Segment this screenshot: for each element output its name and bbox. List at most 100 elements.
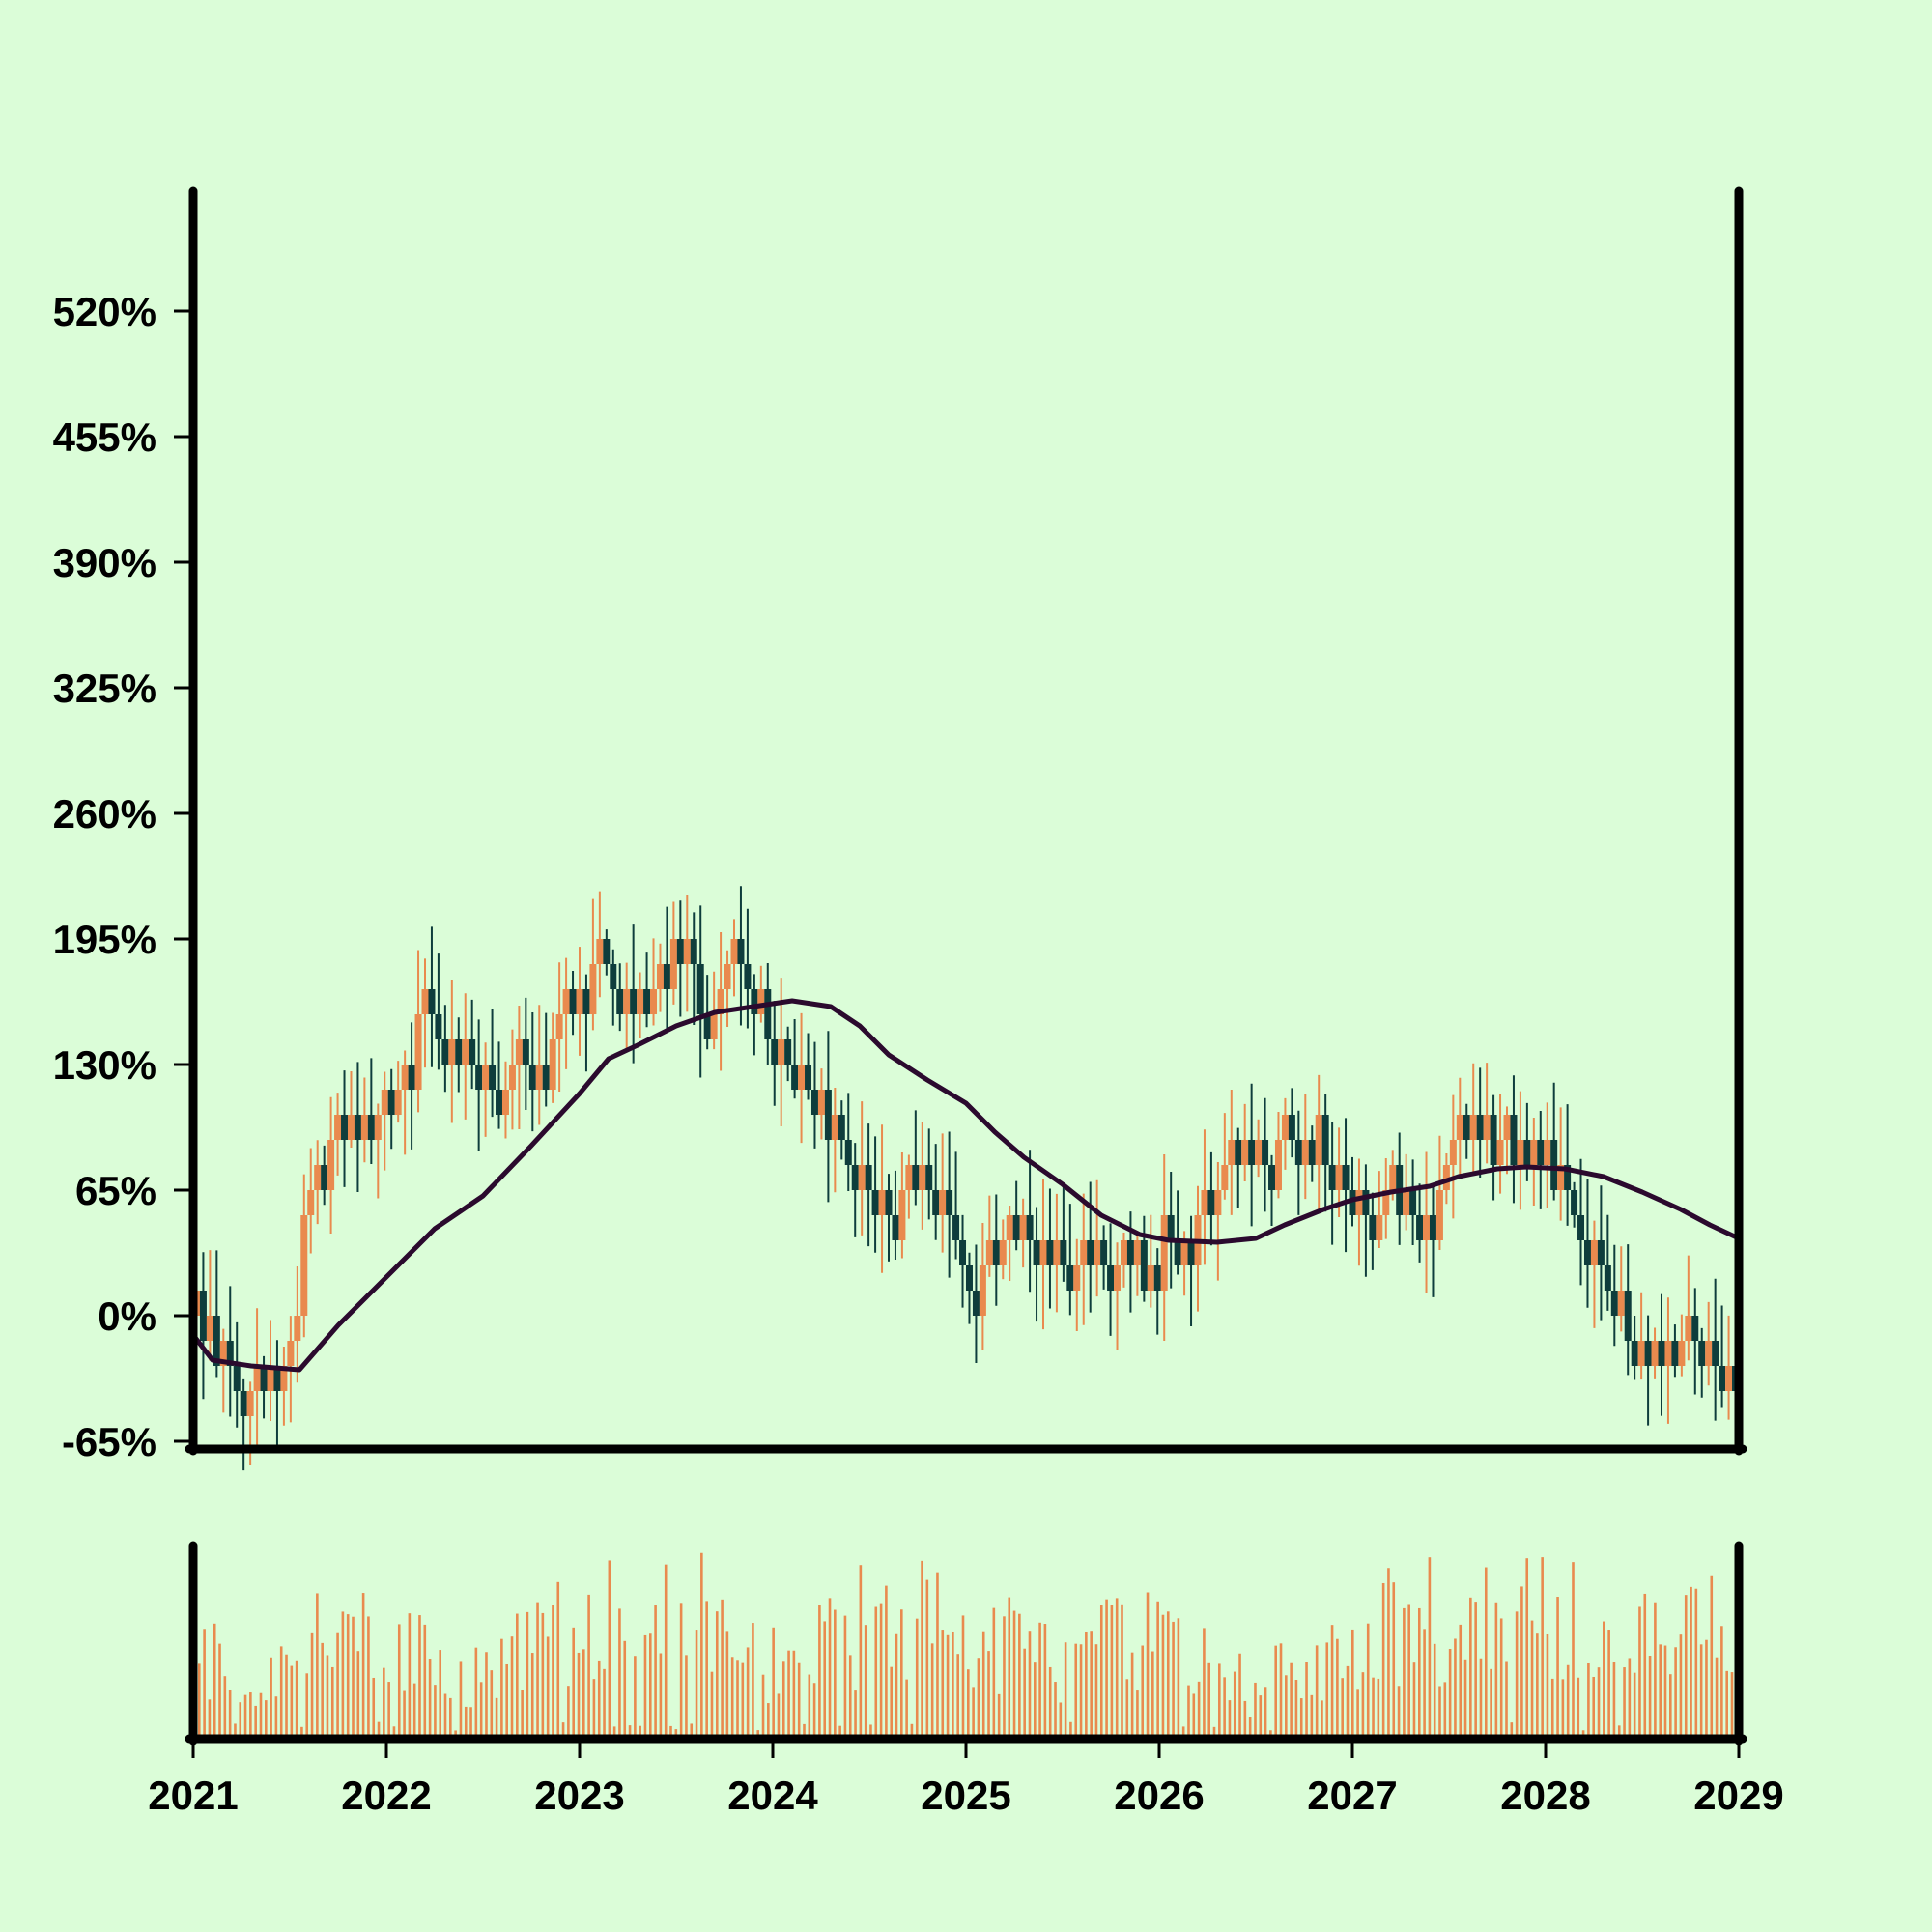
volume-bar — [669, 1725, 672, 1735]
volume-bar — [1074, 1643, 1078, 1735]
candle-body — [1066, 1265, 1074, 1291]
volume-bar — [756, 1730, 760, 1735]
volume-bar — [961, 1615, 965, 1735]
candle-body — [1342, 1165, 1350, 1190]
volume-bar — [1048, 1666, 1052, 1735]
candle-body — [1463, 1115, 1470, 1140]
volume-bar — [561, 1722, 565, 1735]
volume-bar — [1090, 1631, 1093, 1735]
candle-body — [1228, 1140, 1236, 1165]
candle-body — [1321, 1115, 1329, 1165]
volume-bar — [900, 1609, 903, 1735]
volume-bar — [992, 1607, 996, 1735]
volume-bar — [725, 1631, 729, 1735]
volume-bar — [1572, 1562, 1575, 1735]
candle-body — [1147, 1265, 1154, 1291]
volume-bar — [1699, 1644, 1703, 1735]
volume-bar — [1454, 1638, 1457, 1735]
volume-bar — [1546, 1634, 1549, 1735]
volume-bar — [936, 1572, 939, 1735]
y-tick-label: 520% — [53, 289, 156, 334]
volume-bar — [1094, 1644, 1098, 1735]
volume-bar — [685, 1655, 688, 1735]
candle-body — [858, 1165, 866, 1190]
candle-body — [676, 939, 684, 964]
y-axis: -65% 0% 65% 130% 195% 260% 325% 390% 455% 520% — [53, 289, 191, 1464]
volume-bar — [279, 1646, 283, 1735]
volume-bar — [1018, 1613, 1021, 1735]
candle-body — [798, 1065, 806, 1090]
candle-body — [1416, 1215, 1424, 1240]
volume-bar — [536, 1602, 539, 1735]
volume-bar — [208, 1699, 212, 1735]
y-tick-label: 130% — [53, 1042, 156, 1088]
volume-bar — [434, 1685, 437, 1735]
volume-bar — [249, 1692, 252, 1735]
candle-body — [637, 989, 644, 1014]
candle-body — [669, 939, 677, 989]
volume-bar — [1633, 1672, 1636, 1735]
candle-body — [1060, 1240, 1067, 1265]
volume-bar — [1654, 1602, 1657, 1735]
volume-bar — [1085, 1631, 1088, 1735]
candle-body — [1026, 1215, 1034, 1240]
candle-body — [1590, 1240, 1598, 1265]
volume-bar — [890, 1666, 893, 1735]
candle-body — [441, 1039, 449, 1065]
candle-body — [764, 989, 772, 1039]
volume-bar — [818, 1605, 821, 1735]
volume-bar — [1064, 1642, 1067, 1735]
volume-bar — [608, 1560, 611, 1735]
candle-body — [603, 939, 611, 964]
volume-bar — [1264, 1687, 1267, 1735]
y-tick-label: -65% — [62, 1419, 156, 1464]
volume-bar — [1550, 1678, 1554, 1735]
volume-bar — [781, 1661, 785, 1735]
candle-body — [610, 964, 617, 989]
x-axis: 2021 2022 2023 2024 2025 2026 2027 2028 2029 — [148, 1739, 1784, 1818]
candle-body — [1376, 1215, 1383, 1240]
volume-bar — [828, 1598, 832, 1735]
candle-body — [690, 939, 697, 964]
candle-body — [1442, 1165, 1450, 1190]
volume-bar — [1233, 1671, 1236, 1735]
volume-bar — [300, 1726, 303, 1735]
volume-bar — [1617, 1725, 1621, 1735]
volume-bar — [587, 1594, 590, 1735]
volume-bar — [1690, 1586, 1692, 1735]
volume-bar — [392, 1726, 396, 1735]
candle-body — [501, 1090, 509, 1115]
volume-bar — [1130, 1652, 1134, 1735]
candle-body — [1435, 1190, 1443, 1240]
candle-body — [1577, 1215, 1585, 1240]
candle-body — [1214, 1190, 1222, 1215]
volume-bar — [967, 1669, 970, 1735]
volume-bar — [1136, 1690, 1139, 1735]
volume-bar — [1008, 1597, 1011, 1735]
candle-body — [1658, 1341, 1665, 1366]
volume-bar — [274, 1696, 278, 1735]
candle-body — [1335, 1165, 1343, 1190]
volume-bar — [505, 1663, 508, 1735]
volume-bar — [1694, 1588, 1698, 1735]
candle-body — [616, 989, 624, 1014]
volume-bar — [1392, 1582, 1396, 1735]
candle-body — [1006, 1215, 1013, 1240]
volume-bar — [295, 1660, 298, 1735]
candle-body — [1174, 1240, 1181, 1265]
volume-bar — [1607, 1630, 1610, 1735]
volume-bar — [1003, 1616, 1006, 1735]
volume-bar — [449, 1697, 452, 1735]
volume-bar — [316, 1593, 319, 1735]
volume-bar — [1638, 1606, 1641, 1735]
moving-average-line — [191, 998, 1741, 1373]
volume-bar — [1474, 1602, 1477, 1735]
candle-body — [865, 1165, 872, 1190]
candle-body — [650, 989, 658, 1014]
volume-bar — [1212, 1726, 1216, 1735]
candle-body — [630, 989, 638, 1014]
candle-body — [1476, 1115, 1484, 1140]
volume-bar — [383, 1667, 385, 1735]
candle-body — [717, 989, 724, 1014]
volume-bar — [879, 1603, 883, 1735]
